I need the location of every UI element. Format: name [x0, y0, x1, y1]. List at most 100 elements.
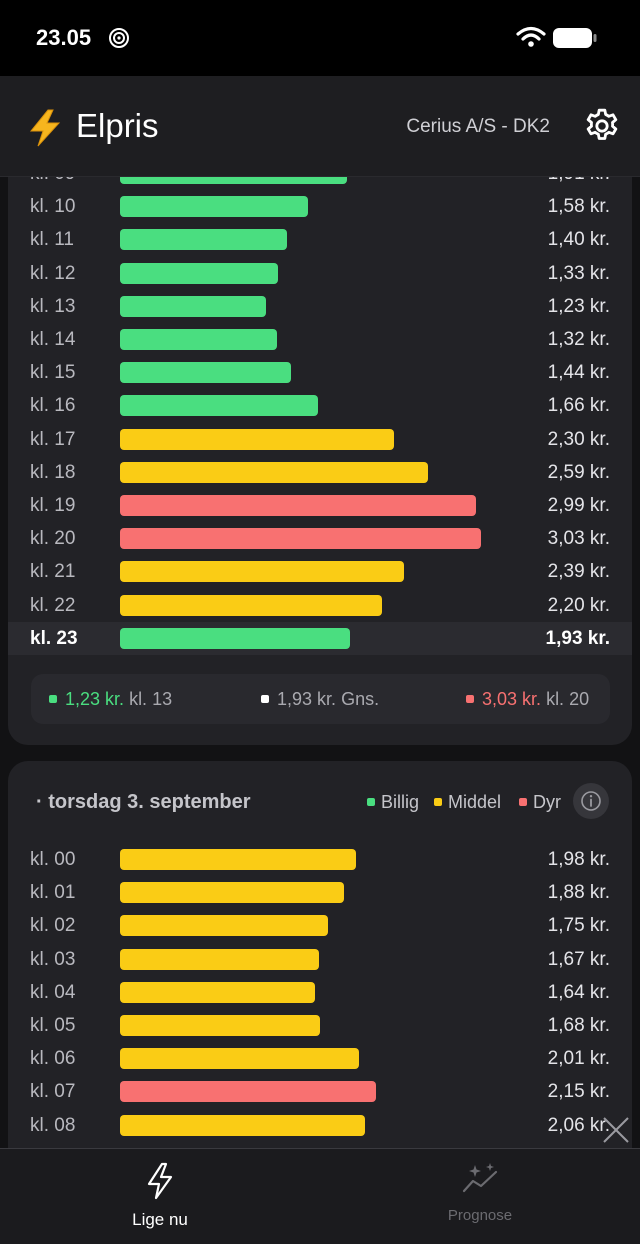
summary-min-hour: kl. 13 [129, 689, 173, 709]
price-value: 2,39 kr. [547, 561, 610, 583]
tab-now[interactable]: Lige nu [0, 1149, 320, 1244]
hour-label: kl. 16 [30, 395, 76, 417]
price-value: 1,68 kr. [547, 1015, 610, 1036]
price-bar [120, 627, 350, 649]
tab-forecast[interactable]: Prognose [320, 1149, 640, 1244]
price-value: 2,20 kr. [547, 594, 610, 616]
price-value: 2,06 kr. [547, 1114, 610, 1136]
price-value: 1,75 kr. [547, 915, 610, 937]
hour-label: kl. 19 [30, 495, 76, 516]
legend-cheap-label: Billig [381, 792, 420, 812]
legend-expensive-label: Dyr [533, 792, 561, 812]
hour-label: kl. 03 [30, 948, 76, 970]
price-row: kl. 16 1,66 kr. [8, 389, 632, 422]
wifi-icon [516, 26, 546, 47]
price-row: kl. 17 2,30 kr. [8, 423, 632, 456]
price-row: kl. 18 2,59 kr. [8, 456, 632, 489]
price-bar [120, 461, 428, 483]
price-row: kl. 19 2,99 kr. [8, 489, 632, 522]
bottom-nav: Lige nu Prognose [0, 1148, 640, 1244]
tab-forecast-label: Prognose [447, 1207, 513, 1224]
hour-label: kl. 02 [30, 915, 76, 937]
price-row: kl. 21 2,39 kr. [8, 555, 632, 588]
hour-label: kl. 20 [30, 528, 76, 550]
summary-max: 3,03 kr. kl. 20 [466, 689, 589, 710]
legend-middle: Middel [434, 792, 501, 813]
gear-icon[interactable] [582, 106, 622, 146]
hour-label: kl. 07 [30, 1081, 76, 1103]
price-row: kl. 20 3,03 kr. [8, 522, 632, 555]
price-row: kl. 11 1,40 kr. [8, 223, 632, 256]
price-bar [120, 329, 277, 350]
hour-label: kl. 21 [30, 561, 76, 583]
cheap-dot-icon [367, 798, 375, 806]
price-row: kl. 07 2,15 kr. [8, 1075, 632, 1108]
price-value: 1,33 kr. [547, 262, 610, 284]
price-row: kl. 05 1,68 kr. [8, 1009, 632, 1042]
price-bar [120, 1015, 320, 1036]
summary-max-hour: kl. 20 [546, 689, 590, 709]
price-value: 1,98 kr. [547, 849, 610, 870]
legend-expensive: Dyr [519, 792, 561, 813]
hour-label: kl. 06 [30, 1048, 76, 1070]
avg-dot-icon [261, 695, 269, 703]
legend-middle-label: Middel [448, 792, 502, 812]
hour-label: kl. 00 [30, 849, 76, 870]
price-value: 1,93 kr. [545, 627, 610, 649]
price-value: 2,30 kr. [547, 428, 610, 450]
battery-icon [553, 28, 597, 48]
price-bar [120, 948, 319, 970]
summary-max-price: 3,03 kr. [482, 689, 542, 709]
day-title: · torsdag 3. september [36, 791, 251, 813]
info-icon [581, 791, 601, 811]
hour-label: kl. 10 [30, 196, 76, 218]
sparkle-chart-icon [462, 1163, 498, 1193]
price-value: 2,15 kr. [547, 1081, 610, 1103]
price-row: kl. 10 1,58 kr. [8, 190, 632, 223]
hour-label: kl. 13 [30, 295, 76, 317]
hour-label: kl. 04 [30, 981, 76, 1003]
hour-label: kl. 11 [30, 229, 75, 251]
price-bar [120, 229, 287, 251]
price-row: kl. 03 1,67 kr. [8, 943, 632, 976]
summary-min: 1,23 kr. kl. 13 [49, 689, 172, 710]
lightning-outline-icon [147, 1162, 173, 1200]
price-value: 1,32 kr. [547, 329, 610, 350]
price-value: 1,66 kr. [547, 395, 610, 417]
hour-label: kl. 14 [30, 329, 76, 350]
price-bar [120, 428, 394, 450]
price-value: 1,88 kr. [547, 882, 610, 904]
price-bar [120, 395, 318, 417]
price-bar [120, 295, 266, 317]
price-value: 1,58 kr. [547, 196, 610, 218]
price-row: kl. 22 2,20 kr. [8, 589, 632, 622]
summary-avg: 1,93 kr. Gns. [261, 689, 379, 710]
info-button[interactable] [573, 783, 609, 819]
price-bar [120, 1081, 376, 1103]
price-bar [120, 362, 291, 384]
app-header [0, 76, 640, 177]
hour-label: kl. 08 [30, 1114, 76, 1136]
hour-label: kl. 23 [30, 627, 78, 649]
price-value: 1,44 kr. [547, 362, 610, 384]
focus-ring-icon [109, 28, 129, 48]
price-bar [120, 528, 481, 550]
tab-now-label: Lige nu [132, 1210, 188, 1229]
hour-label: kl. 22 [30, 594, 76, 616]
close-icon[interactable] [600, 1114, 632, 1146]
price-row: kl. 08 2,06 kr. [8, 1109, 632, 1142]
region-selector[interactable]: Cerius A/S - DK2 [406, 116, 550, 137]
price-value: 1,64 kr. [547, 981, 610, 1003]
price-bar [120, 882, 344, 904]
status-time: 23.05 [36, 25, 92, 50]
legend-cheap: Billig [367, 792, 419, 813]
price-row: kl. 12 1,33 kr. [8, 257, 632, 290]
price-bar [120, 981, 315, 1003]
price-row: kl. 14 1,32 kr. [8, 323, 632, 356]
expensive-dot-icon [519, 798, 527, 806]
price-value: 1,23 kr. [547, 295, 610, 317]
hour-label: kl. 12 [30, 262, 76, 284]
summary-avg-price: 1,93 kr. [277, 689, 337, 709]
middle-dot-icon [434, 798, 442, 806]
price-row: kl. 00 1,98 kr. [8, 843, 632, 876]
